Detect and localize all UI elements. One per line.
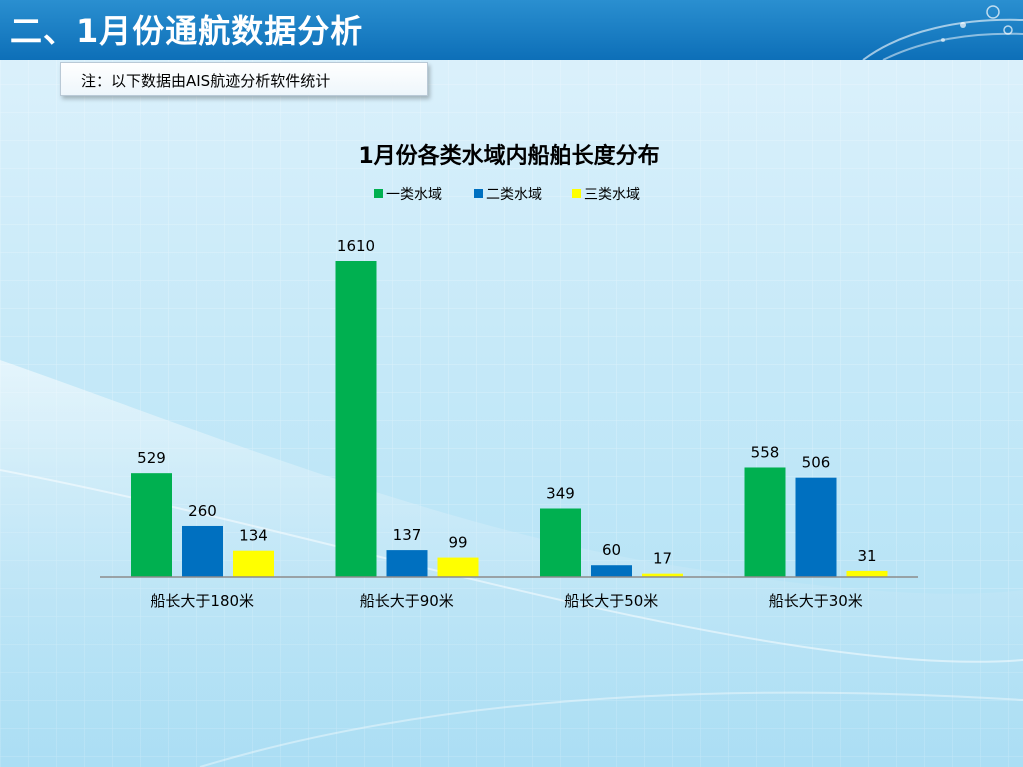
bubble-decoration-icon: [862, 5, 1023, 60]
header-banner: 二、1月份通航数据分析: [0, 0, 1023, 60]
data-label: 99: [448, 534, 467, 552]
data-label: 134: [239, 527, 268, 545]
data-label: 60: [602, 541, 621, 559]
data-label: 506: [802, 454, 831, 472]
bar-3-1: [233, 550, 274, 577]
bar-1-2: [335, 261, 377, 577]
legend-swatch-1: [374, 189, 383, 198]
legend-swatch-3: [572, 189, 581, 198]
bar-2-4: [795, 477, 837, 577]
chart-legend: 一类水域 二类水域 三类水域: [374, 187, 640, 203]
page-title: 二、1月份通航数据分析: [10, 12, 364, 50]
legend-label: 三类水域: [584, 187, 640, 203]
legend-label: 一类水域: [386, 187, 442, 203]
bar-2-3: [591, 565, 632, 577]
data-label: 260: [188, 502, 217, 520]
x-tick-label: 船长大于90米: [360, 592, 454, 610]
bar-3-4: [846, 570, 888, 577]
bar-1-1: [131, 473, 172, 577]
bar-1-3: [540, 508, 581, 577]
data-label: 137: [393, 526, 422, 544]
note-text: 注：以下数据由AIS航迹分析软件统计: [81, 72, 331, 90]
x-tick-label: 船长大于30米: [769, 592, 863, 610]
data-label: 529: [137, 449, 166, 467]
legend-label: 二类水域: [486, 187, 542, 203]
legend-swatch-2: [474, 189, 483, 198]
x-tick-label: 船长大于50米: [564, 592, 658, 610]
x-tick-label: 船长大于180米: [150, 592, 254, 610]
chart-bars: 529 260 134 1610 137 99 349 60 17 558 506 31: [131, 237, 888, 577]
data-label: 558: [751, 443, 780, 461]
bar-3-3: [642, 573, 683, 577]
data-label: 17: [653, 550, 672, 568]
note-box: 注：以下数据由AIS航迹分析软件统计: [60, 62, 428, 96]
chart-title: 1月份各类水域内船舶长度分布: [358, 143, 659, 169]
data-label: 349: [546, 485, 575, 503]
data-label: 1610: [337, 237, 375, 255]
bar-1-4: [744, 467, 786, 577]
bar-3-2: [437, 557, 479, 577]
bar-2-1: [182, 525, 223, 577]
x-axis-labels: 船长大于180米 船长大于90米 船长大于50米 船长大于30米: [150, 592, 862, 610]
bar-2-2: [386, 550, 428, 577]
data-label: 31: [857, 547, 876, 565]
